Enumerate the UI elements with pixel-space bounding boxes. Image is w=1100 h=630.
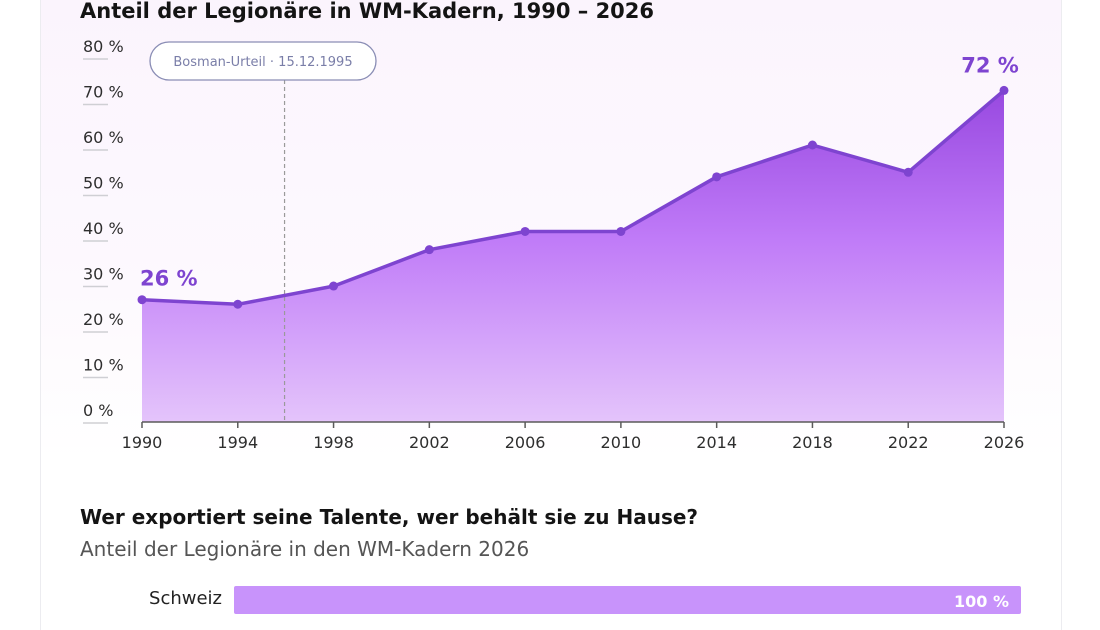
chart-title: Anteil der Legionäre in WM-Kadern, 1990 … (80, 0, 655, 23)
x-tick-label: 1990 (122, 433, 163, 452)
x-tick-label: 1998 (313, 433, 354, 452)
y-axis: 0 % 10 % 20 % 30 % 40 % 50 % 60 % 70 % 80 % (83, 37, 124, 424)
section-title: Wer exportiert seine Talente, wer behält… (80, 505, 699, 529)
line-chart: 0 % 10 % 20 % 30 % 40 % 50 % 60 % 70 % 80 % 1990… (83, 37, 1025, 452)
bar-fill: 100 % (234, 586, 1021, 614)
x-axis: 1990 1994 1998 2002 2006 2010 2014 2018 2022 2026 (122, 421, 1025, 452)
data-point (424, 245, 434, 255)
data-point (520, 226, 530, 236)
x-tick-label: 2002 (409, 433, 450, 452)
series-line (141, 89, 1006, 307)
data-point (137, 295, 147, 305)
start-value-label: 26 % (140, 267, 198, 291)
data-point (712, 172, 722, 182)
x-tick-label: 2014 (696, 433, 737, 452)
y-tick-label: 0 % (83, 401, 113, 420)
y-tick-label: 20 % (83, 310, 124, 329)
bar-track: 100 % (234, 586, 1021, 614)
y-tick-label: 50 % (83, 174, 124, 193)
bar-row-schweiz: Schweiz 100 % (0, 584, 1100, 616)
y-tick-label: 60 % (83, 128, 124, 147)
x-tick-label: 2026 (984, 433, 1025, 452)
bar-value-label: 100 % (954, 592, 1009, 611)
y-tick-label: 40 % (83, 219, 124, 238)
annotation-label: Bosman-Urteil · 15.12.1995 (173, 55, 352, 70)
y-tick-label: 80 % (83, 37, 124, 56)
data-point (999, 85, 1009, 95)
bosman-annotation: Bosman-Urteil · 15.12.1995 (149, 41, 377, 422)
area-fill (142, 90, 1004, 423)
end-value-label: 72 % (961, 53, 1019, 77)
data-point (233, 299, 243, 309)
x-tick-label: 2006 (505, 433, 546, 452)
x-tick-label: 2010 (601, 433, 642, 452)
bar-label: Schweiz (149, 588, 222, 609)
data-point (329, 281, 339, 291)
x-tick-label: 1994 (217, 433, 258, 452)
x-tick-label: 2018 (792, 433, 833, 452)
annotation-pill (149, 41, 377, 81)
y-tick-label: 70 % (83, 83, 124, 102)
data-point (807, 140, 817, 150)
y-tick-label: 30 % (83, 265, 124, 284)
section-subtitle: Anteil der Legionäre in den WM-Kadern 20… (80, 537, 530, 561)
y-tick-label: 10 % (83, 356, 124, 375)
data-point (903, 167, 913, 177)
data-points (137, 85, 1009, 309)
x-tick-label: 2022 (888, 433, 929, 452)
data-point (616, 226, 626, 236)
